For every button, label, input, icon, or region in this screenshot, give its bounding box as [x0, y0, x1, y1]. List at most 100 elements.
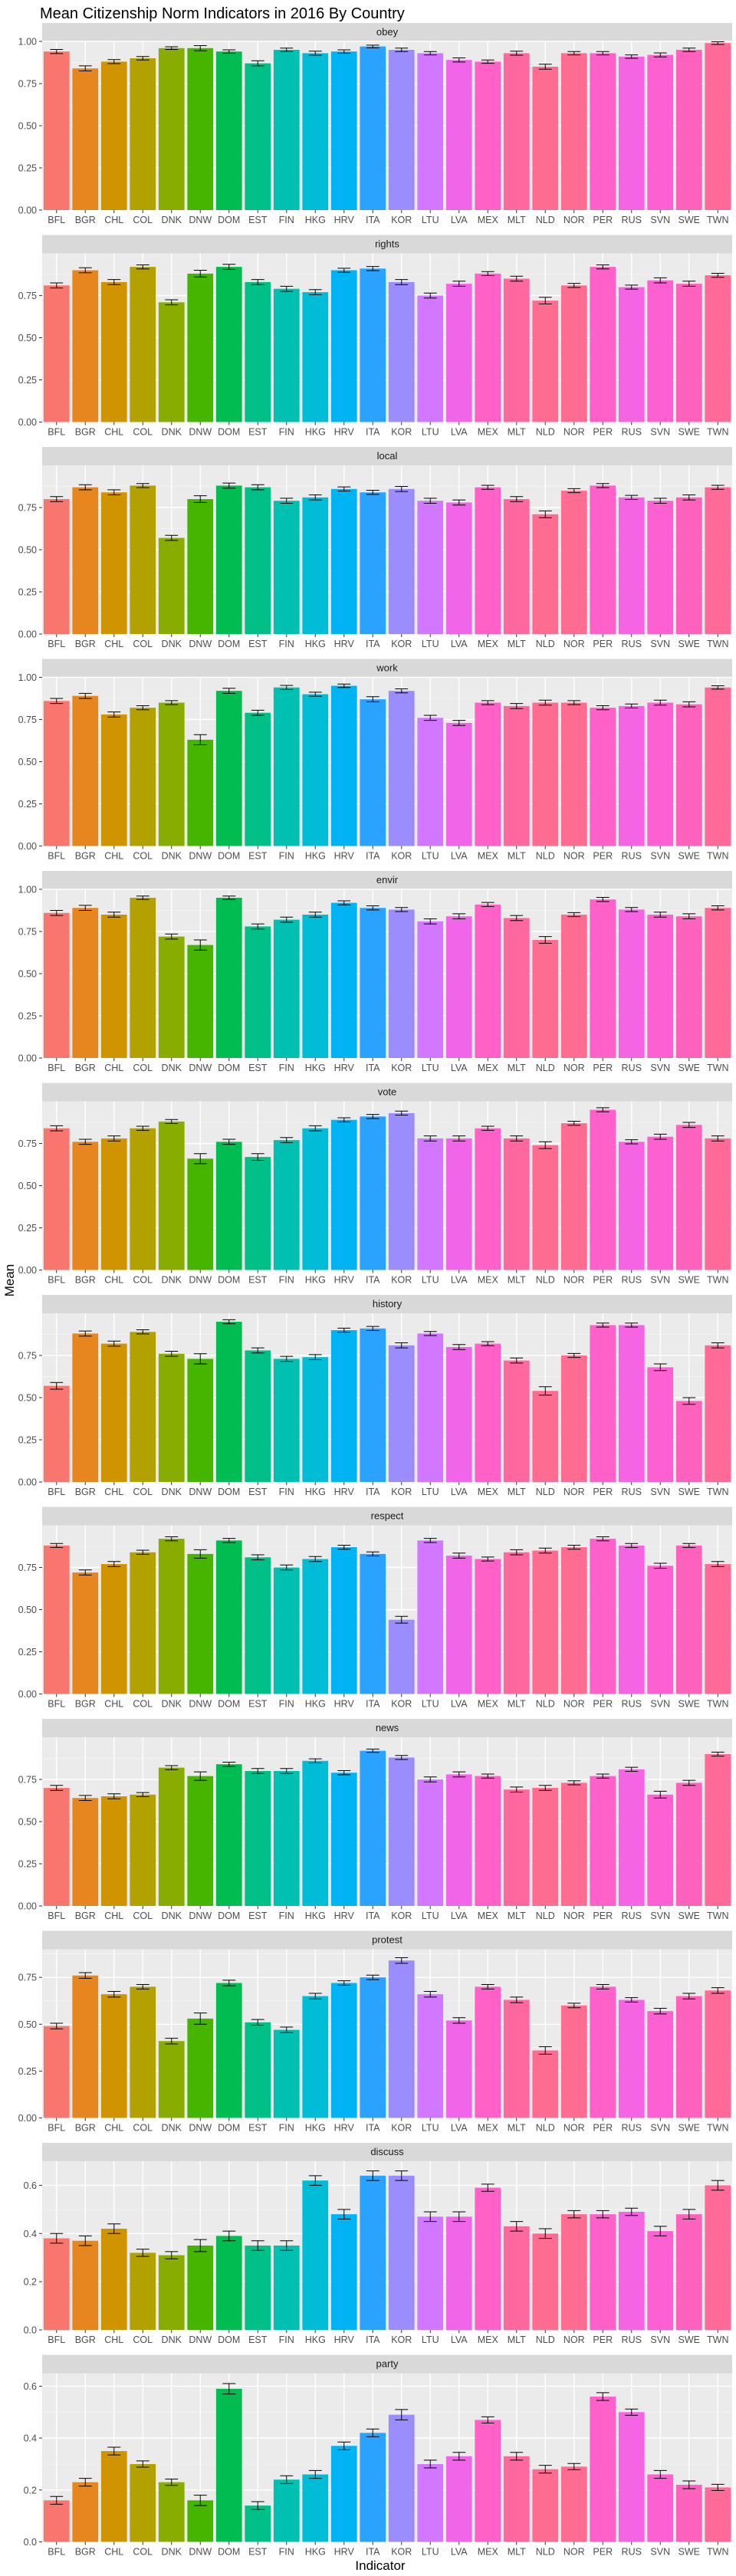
y-tick-label: 0.25	[18, 1647, 37, 1658]
x-tick-label: PER	[593, 2547, 613, 2558]
x-tick-label: TWN	[707, 1063, 728, 1073]
x-tick-label: SVN	[650, 2123, 670, 2134]
bar-CHL	[100, 1343, 127, 1482]
bar-TWN	[705, 908, 731, 1058]
bar-DNK	[158, 702, 185, 846]
y-tick-label: 1.00	[18, 885, 37, 895]
x-tick-label: FIN	[279, 851, 294, 862]
x-tick-label: NLD	[536, 2334, 555, 2345]
x-tick-label: SVN	[650, 851, 670, 862]
x-tick-label: MEX	[478, 2123, 499, 2134]
x-tick-label: MLT	[508, 1911, 526, 1921]
x-tick-label: DOM	[218, 1487, 240, 1497]
x-tick-label: DOM	[218, 2334, 240, 2345]
bar-FIN	[273, 501, 300, 634]
x-tick-label: KOR	[391, 851, 412, 862]
bar-NLD	[532, 1145, 559, 1270]
x-tick-label: DOM	[218, 1911, 240, 1921]
bar-ITA	[360, 1553, 386, 1694]
x-tick-label: LVA	[451, 851, 468, 862]
bar-DOM	[215, 267, 242, 422]
bar-HKG	[302, 694, 329, 846]
x-tick-label: KOR	[391, 1699, 412, 1710]
x-tick-label: RUS	[622, 1911, 642, 1921]
x-tick-label: HRV	[334, 851, 355, 862]
x-tick-label: MLT	[508, 427, 526, 438]
bar-DOM	[215, 51, 242, 210]
x-tick-label: FIN	[279, 1063, 294, 1073]
y-tick-label: 0.6	[24, 2180, 37, 2191]
x-tick-label: BFL	[48, 851, 65, 862]
bar-FIN	[273, 687, 300, 846]
bar-BFL	[43, 701, 70, 846]
facet-strip	[42, 1719, 732, 1737]
x-tick-label: NOR	[564, 1063, 585, 1073]
x-tick-label: BFL	[48, 215, 65, 225]
bar-DNK	[158, 1121, 185, 1270]
y-tick-label: 0.6	[24, 2381, 37, 2392]
bar-NOR	[560, 1547, 587, 1694]
x-tick-label: LVA	[451, 2334, 468, 2345]
bar-DNW	[187, 2500, 214, 2542]
bar-EST	[245, 2505, 271, 2542]
bar-NOR	[560, 285, 587, 422]
bar-DNW	[187, 48, 214, 210]
x-tick-label: MLT	[508, 1063, 526, 1073]
x-tick-label: ITA	[366, 1063, 380, 1073]
bar-HKG	[302, 497, 329, 634]
bar-RUS	[618, 56, 645, 210]
bar-DNW	[187, 1553, 214, 1694]
facet-label: obey	[376, 26, 399, 38]
bar-BGR	[72, 2482, 99, 2542]
bar-SWE	[675, 1996, 702, 2118]
x-tick-label: SWE	[678, 1487, 700, 1497]
y-tick-label: 0.50	[18, 757, 37, 767]
facet-label: envir	[376, 874, 399, 886]
x-tick-label: CHL	[104, 2334, 123, 2345]
x-tick-label: RUS	[622, 639, 642, 649]
bar-COL	[130, 708, 156, 846]
x-tick-label: TWN	[707, 215, 728, 225]
facet-strip	[42, 871, 732, 889]
bar-LTU	[417, 718, 444, 846]
x-tick-label: CHL	[104, 1699, 123, 1710]
x-tick-label: DNK	[162, 851, 182, 862]
x-tick-label: CHL	[104, 639, 123, 649]
y-tick-label: 0.4	[24, 2433, 37, 2444]
x-tick-label: NOR	[564, 427, 585, 438]
x-tick-label: CHL	[104, 427, 123, 438]
bar-NOR	[560, 915, 587, 1058]
x-tick-label: COL	[133, 1275, 153, 1286]
bar-MEX	[475, 1343, 501, 1482]
bar-PER	[590, 899, 616, 1058]
x-tick-label: LVA	[451, 1063, 468, 1073]
bar-TWN	[705, 1564, 731, 1694]
bar-RUS	[618, 2412, 645, 2542]
bar-SWE	[675, 284, 702, 422]
bar-TWN	[705, 2487, 731, 2542]
bar-LTU	[417, 1779, 444, 1906]
y-tick-label: 1.00	[18, 37, 37, 48]
x-tick-label: RUS	[622, 1063, 642, 1073]
x-tick-label: EST	[248, 215, 268, 225]
bar-PER	[590, 53, 616, 211]
bar-BFL	[43, 2026, 70, 2118]
bar-TWN	[705, 687, 731, 846]
y-tick-label: 0.50	[18, 2019, 37, 2030]
x-tick-label: EST	[248, 2547, 268, 2558]
y-tick-label: 0.0	[24, 2325, 37, 2336]
bar-EST	[245, 487, 271, 634]
x-tick-label: MEX	[478, 1275, 499, 1286]
panels: obey 0.00 0.25 0.50 0.75 1.00 BFL BGR CHL COL DNK D…	[18, 23, 732, 2558]
x-tick-label: DNK	[162, 1487, 182, 1497]
panel-obey: obey 0.00 0.25 0.50 0.75 1.00 BFL BGR CHL COL DNK D…	[18, 23, 732, 225]
bar-SVN	[647, 501, 674, 634]
x-tick-label: LVA	[451, 1275, 468, 1286]
x-tick-label: BFL	[48, 1063, 65, 1073]
x-tick-label: MEX	[478, 1487, 499, 1497]
x-tick-label: NLD	[536, 1275, 555, 1286]
x-axis-title: Indicator	[355, 2558, 406, 2573]
bar-HKG	[302, 1128, 329, 1270]
bar-NLD	[532, 2050, 559, 2118]
